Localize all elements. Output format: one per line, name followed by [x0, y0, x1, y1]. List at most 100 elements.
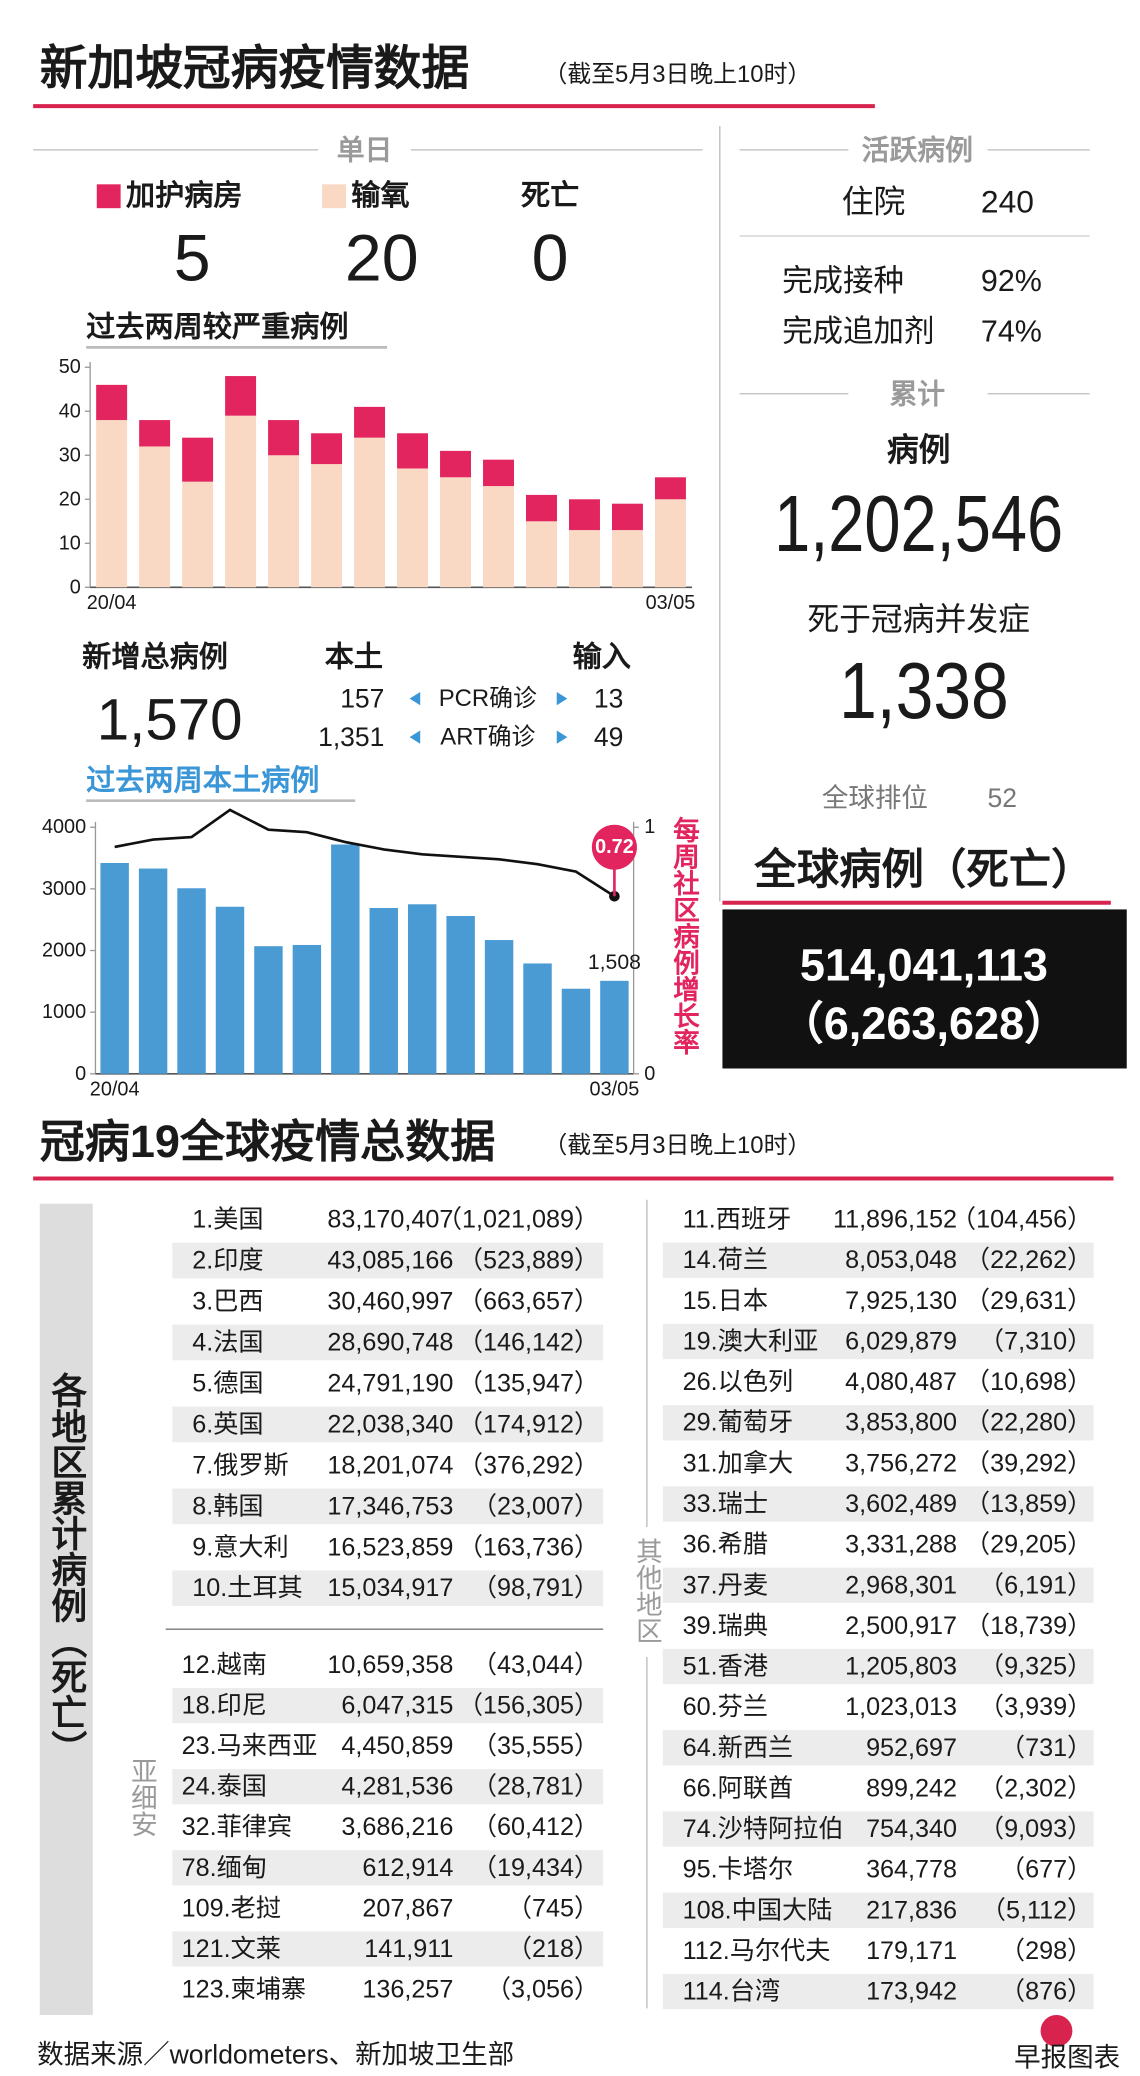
- cases: 18,201,074: [327, 1451, 453, 1479]
- bar: [440, 477, 472, 588]
- cases: 6,047,315: [341, 1692, 453, 1720]
- cases: 28,690,748: [327, 1328, 453, 1356]
- y-tick-label: 10: [59, 532, 81, 554]
- cases: 2,500,917: [845, 1612, 957, 1640]
- side-panel: [39, 1203, 93, 2015]
- cases: 10,659,358: [327, 1651, 453, 1679]
- section-heading: 累计: [889, 378, 945, 409]
- y-tick-label: 3000: [42, 878, 86, 900]
- bar: [561, 988, 591, 1074]
- row-band: [662, 1567, 1094, 1603]
- bar: [446, 915, 475, 1074]
- label: 新增总病例: [82, 640, 228, 674]
- country: 29.葡萄牙: [683, 1409, 794, 1437]
- y-tick-label: 20: [59, 488, 81, 510]
- y-tick-label: 50: [59, 356, 81, 378]
- bar: [139, 446, 171, 588]
- label: 49: [594, 722, 623, 752]
- row-band: [662, 1242, 1094, 1278]
- label: 完成追加剂: [782, 314, 934, 348]
- cases: 612,914: [362, 1854, 453, 1882]
- y-tick-label: 30: [59, 444, 81, 466]
- bar: [600, 980, 629, 1074]
- label: 病例: [887, 431, 951, 467]
- daily-value: 0: [532, 222, 569, 296]
- row-band: [172, 1687, 604, 1724]
- bar: [139, 420, 171, 447]
- bar: [483, 486, 514, 588]
- global-box: [722, 909, 1127, 1069]
- cases: 6,029,879: [845, 1327, 957, 1355]
- label: 1,351: [318, 722, 384, 752]
- arrow: [409, 692, 421, 706]
- cases: 3,853,800: [845, 1409, 957, 1437]
- country: 18.印尼: [182, 1692, 267, 1720]
- row-band: [172, 1570, 604, 1607]
- bar: [96, 420, 128, 588]
- country: 112.马尔代夫: [683, 1937, 831, 1965]
- cases: 22,038,340: [327, 1410, 453, 1438]
- bar: [182, 481, 214, 588]
- country: 114.台湾: [683, 1978, 780, 2006]
- country: 37.丹麦: [683, 1571, 768, 1599]
- label: 住院: [842, 184, 906, 220]
- y-tick-label: 4000: [42, 816, 86, 838]
- deaths: （35,555）: [472, 1732, 599, 1760]
- legend-label: 死亡: [521, 179, 579, 212]
- cases: 952,697: [866, 1734, 957, 1762]
- bar: [611, 503, 643, 531]
- deaths: （3,939）: [979, 1693, 1092, 1721]
- deaths: （218）: [507, 1935, 599, 1963]
- label: 数据来源／worldometers、新加坡卫生部: [37, 2040, 514, 2070]
- deaths: （19,434）: [472, 1854, 599, 1882]
- section-heading: 活跃病例: [862, 134, 973, 165]
- cases: 3,602,489: [845, 1490, 957, 1518]
- cases: 2,968,301: [845, 1571, 957, 1599]
- deaths: （104,456）: [951, 1206, 1092, 1234]
- cases: 754,340: [866, 1815, 957, 1843]
- country: 5.德国: [192, 1369, 263, 1397]
- label: 本土: [325, 641, 383, 674]
- deaths: （146,142）: [458, 1328, 599, 1356]
- deaths: （2,302）: [979, 1774, 1092, 1802]
- country: 78.缅甸: [182, 1854, 267, 1882]
- y-tick-label: 1000: [42, 1001, 86, 1023]
- cases: 207,867: [362, 1894, 453, 1922]
- y-tick-label: 0: [75, 1063, 86, 1085]
- bar: [369, 907, 398, 1074]
- row-band: [662, 1730, 1094, 1766]
- data-label: 0.72: [595, 836, 634, 858]
- label: （截至5月3日晚上10时）: [543, 1132, 811, 1159]
- country: 15.日本: [683, 1287, 768, 1315]
- deaths: （23,007）: [472, 1492, 599, 1520]
- bar: [526, 494, 557, 522]
- country: 121.文莱: [182, 1935, 281, 1963]
- cases: 136,257: [362, 1976, 453, 2004]
- cases: 15,034,917: [327, 1574, 453, 1602]
- row-band: [172, 1488, 604, 1525]
- label: 输入: [573, 640, 631, 674]
- country: 64.新西兰: [683, 1734, 794, 1762]
- label: PCR确诊: [439, 685, 537, 712]
- bar: [268, 455, 300, 588]
- group-label: 其他地区: [632, 1538, 662, 1644]
- deaths: （376,292）: [458, 1451, 599, 1479]
- bar: [311, 464, 343, 588]
- chart-title: 过去两周较严重病例: [86, 309, 348, 343]
- cases: 1,205,803: [845, 1653, 957, 1681]
- row-band: [662, 1323, 1094, 1360]
- country: 23.马来西亚: [182, 1732, 318, 1760]
- deaths: （29,205）: [965, 1531, 1092, 1559]
- cases: 24,791,190: [327, 1369, 453, 1397]
- deaths: （13,859）: [965, 1490, 1092, 1518]
- label: ART确诊: [440, 724, 535, 751]
- y2-axis-title: 每周社区病例增长率: [669, 816, 699, 1055]
- cases: 1,023,013: [845, 1693, 957, 1721]
- label: 死于冠病并发症: [807, 601, 1030, 637]
- country: 109.老挝: [182, 1894, 281, 1922]
- deaths: （39,292）: [965, 1449, 1092, 1477]
- deaths: （7,310）: [979, 1327, 1092, 1355]
- bar: [654, 499, 686, 588]
